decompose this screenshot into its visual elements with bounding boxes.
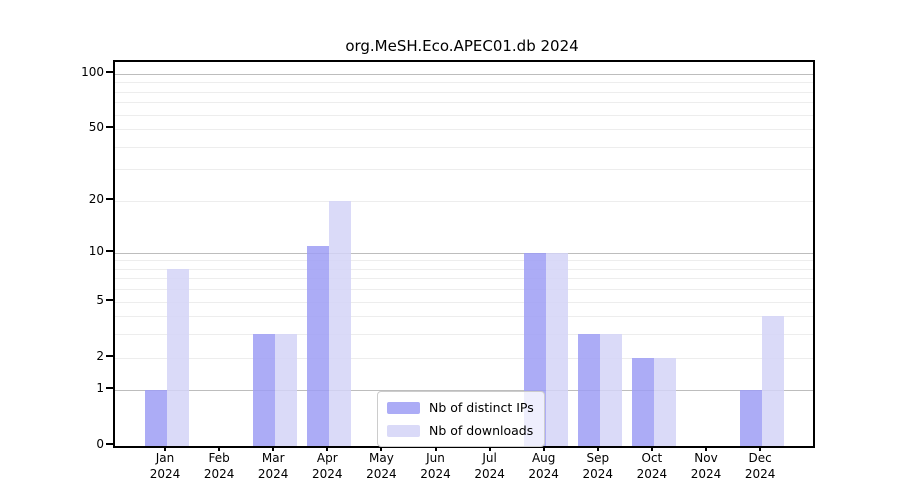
- legend-item-distinct-ips: Nb of distinct IPs: [387, 398, 534, 417]
- bar-downloads: [653, 357, 676, 446]
- bar-distinct-ips: [145, 390, 167, 446]
- bar-distinct-ips: [253, 334, 276, 446]
- y-tick-mark: [106, 387, 113, 390]
- x-tick-mark: [434, 446, 437, 451]
- bar-distinct-ips: [307, 245, 330, 446]
- x-tick-mark: [326, 446, 329, 451]
- x-tick-mark: [759, 446, 762, 451]
- y-tick-label: 50: [88, 120, 104, 135]
- gridline-minor: [115, 91, 813, 93]
- bar-downloads: [762, 316, 785, 446]
- legend-swatch-downloads: [387, 424, 420, 437]
- gridline-major: [115, 390, 813, 392]
- x-tick-label: Apr 2024: [312, 451, 343, 481]
- gridline-minor: [115, 82, 813, 84]
- x-tick-mark: [218, 446, 221, 451]
- y-tick-label: 5: [96, 292, 104, 307]
- gridline-minor: [115, 278, 813, 280]
- x-tick-label: Nov 2024: [690, 451, 722, 481]
- bar-downloads: [275, 334, 298, 446]
- y-tick-label: 1: [96, 381, 104, 396]
- bar-distinct-ips: [740, 390, 763, 446]
- x-tick-label: Mar 2024: [257, 451, 289, 481]
- bar-downloads: [599, 334, 622, 446]
- y-tick-mark: [106, 354, 113, 357]
- bar-downloads: [329, 200, 352, 446]
- y-tick-label: 0: [96, 437, 104, 451]
- y-tick-mark: [106, 126, 113, 129]
- x-tick-mark: [542, 446, 545, 451]
- legend-swatch-distinct-ips: [387, 401, 420, 414]
- x-tick-label: Aug 2024: [528, 451, 559, 481]
- gridline-minor: [115, 301, 813, 303]
- x-tick-label: Jan 2024: [149, 451, 181, 481]
- bar-downloads: [545, 252, 568, 446]
- x-tick-label: Sep 2024: [582, 451, 614, 481]
- gridline-minor: [115, 357, 813, 359]
- x-tick-label: Dec 2024: [744, 451, 776, 481]
- gridline-minor: [115, 114, 813, 116]
- gridline-minor: [115, 260, 813, 262]
- y-tick-label: 100: [81, 65, 104, 79]
- gridline-minor: [115, 289, 813, 291]
- gridline-minor: [115, 200, 813, 202]
- x-tick-label: Feb 2024: [203, 451, 235, 481]
- x-tick-label: Jun 2024: [420, 451, 451, 481]
- x-tick-mark: [272, 446, 275, 451]
- bar-downloads: [167, 268, 189, 446]
- y-tick-mark: [106, 443, 113, 445]
- chart-title: org.MeSH.Eco.APEC01.db 2024: [345, 37, 579, 55]
- gridline-minor: [115, 146, 813, 148]
- y-tick-mark: [106, 298, 113, 301]
- y-tick-mark: [106, 197, 113, 200]
- gridline-minor: [115, 169, 813, 171]
- x-tick-mark: [164, 446, 166, 451]
- x-tick-label: Jul 2024: [474, 451, 505, 481]
- gridline-minor: [115, 268, 813, 270]
- y-tick-label: 2: [96, 348, 104, 363]
- y-tick-label: 20: [88, 191, 104, 206]
- x-tick-mark: [488, 446, 491, 451]
- gridline-minor: [115, 334, 813, 336]
- gridline-minor: [115, 129, 813, 131]
- x-tick-label: Oct 2024: [636, 451, 668, 481]
- legend-item-downloads: Nb of downloads: [387, 421, 534, 440]
- y-tick-mark: [106, 249, 113, 252]
- legend-label-distinct-ips: Nb of distinct IPs: [429, 400, 534, 415]
- gridline-major: [115, 74, 813, 75]
- x-tick-mark: [705, 446, 707, 451]
- gridline-minor: [115, 102, 813, 104]
- gridline-minor: [115, 316, 813, 318]
- bar-distinct-ips: [631, 357, 654, 446]
- bar-distinct-ips: [577, 334, 600, 446]
- gridline-major: [115, 252, 813, 254]
- x-tick-label: May 2024: [366, 451, 397, 481]
- legend: Nb of distinct IPs Nb of downloads: [377, 391, 545, 447]
- x-tick-mark: [650, 446, 653, 451]
- x-tick-mark: [596, 446, 599, 451]
- plot-area: [113, 60, 815, 448]
- y-tick-mark: [106, 71, 113, 73]
- y-tick-label: 10: [88, 243, 104, 258]
- legend-label-downloads: Nb of downloads: [429, 423, 534, 438]
- x-tick-mark: [380, 446, 383, 451]
